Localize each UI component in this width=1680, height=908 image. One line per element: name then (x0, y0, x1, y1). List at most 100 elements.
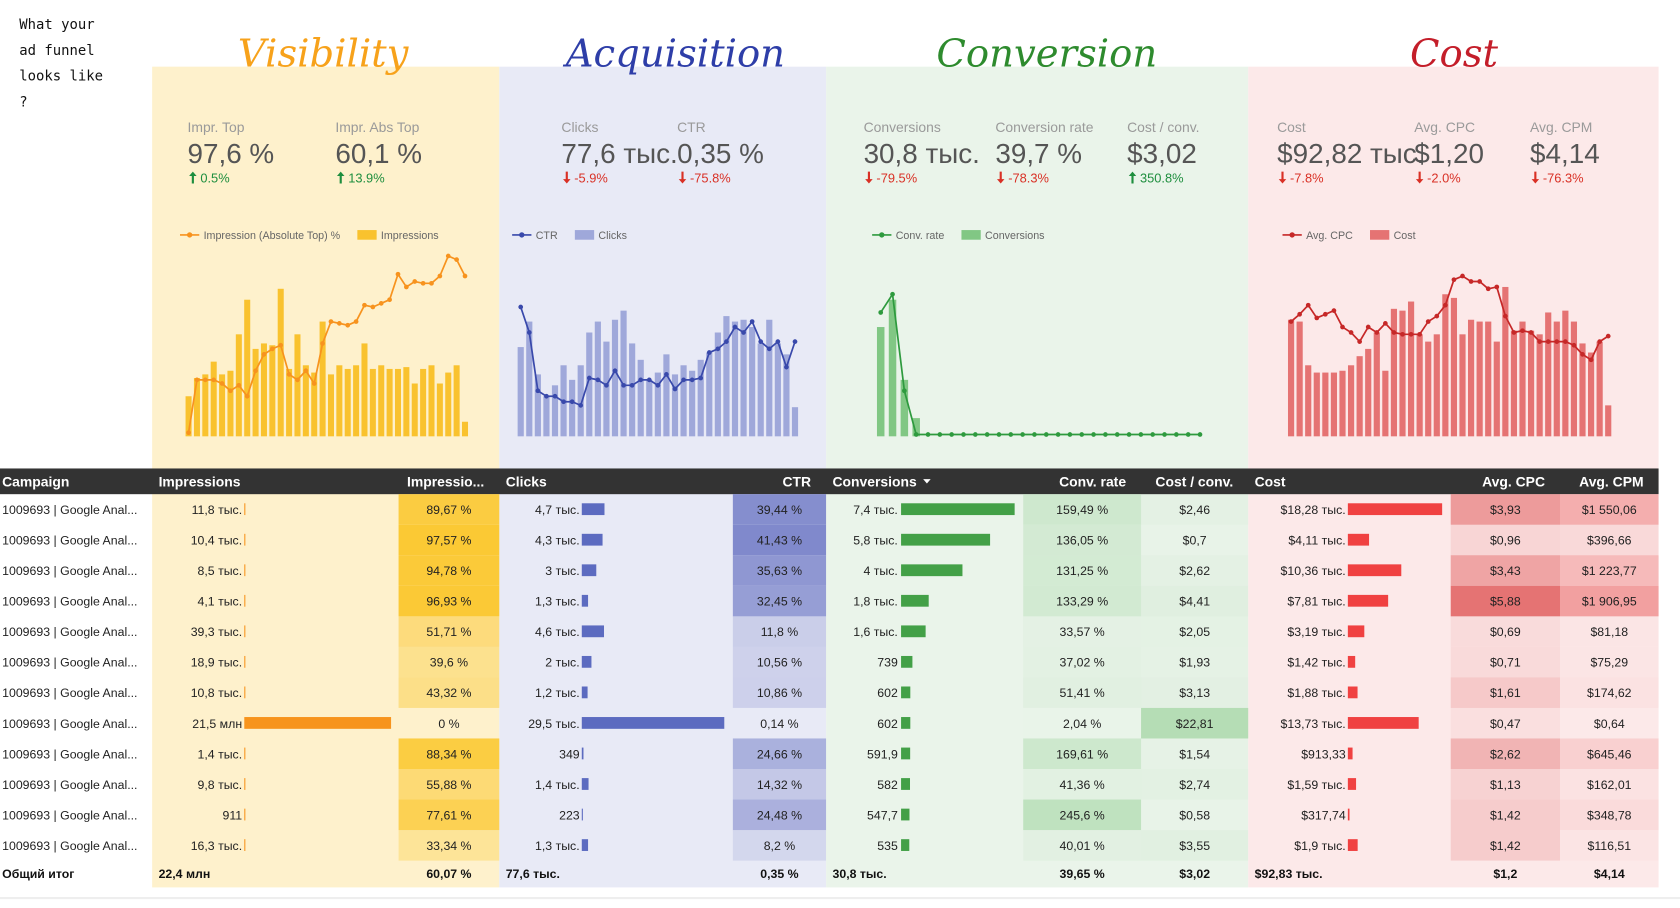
section-title: Conversion (936, 32, 1157, 77)
cell-value: 0 % (438, 717, 459, 731)
heat-cell (1450, 707, 1560, 739)
chart-dot (1162, 432, 1167, 437)
cell-value: $18,28 тыс. (1281, 503, 1346, 517)
total-value: 39,65 % (1060, 867, 1105, 881)
trend-arrow (678, 171, 687, 184)
chart-bar (277, 288, 284, 437)
chart-bar (1570, 321, 1578, 437)
chart-bar (344, 368, 351, 437)
chart-dot (269, 346, 275, 352)
chart-bar (227, 370, 234, 437)
trend-arrow (1531, 171, 1540, 184)
chart-dot (1173, 432, 1179, 437)
chart-dot (621, 382, 626, 388)
kpi-value: 60,1 % (335, 138, 422, 169)
cell-bar (581, 839, 589, 851)
chart-dot (1511, 330, 1517, 335)
chart-dot (655, 382, 661, 388)
heat-cell (1023, 830, 1142, 861)
cell-bar (1347, 717, 1419, 729)
column-header: Impressions (159, 474, 241, 490)
cell-bar (244, 686, 246, 699)
heat-cell (1141, 707, 1249, 739)
cell-bar (581, 717, 725, 729)
chart-bar (900, 379, 909, 437)
heat-cell (1450, 616, 1560, 647)
chart-dot (732, 324, 738, 330)
cell-value: 169,61 % (1056, 747, 1108, 761)
chart-dot (261, 352, 267, 357)
cell-value: $4,11 тыс. (1288, 534, 1345, 548)
cell-bar (1347, 503, 1443, 516)
cell-value: 21,5 млн (192, 717, 242, 731)
chart-dot (1554, 339, 1560, 344)
cell-value: $2,74 (1179, 778, 1210, 792)
cell-value: $0,58 (1179, 808, 1210, 822)
chart-dot (1020, 432, 1025, 437)
total-value: $92,83 тыс. (1255, 867, 1323, 881)
heat-cell (1141, 769, 1249, 800)
cell-value: $2,46 (1179, 503, 1210, 517)
chart-dot (1323, 311, 1328, 317)
total-value: 22,4 млн (159, 867, 211, 881)
chart-dot (1365, 324, 1371, 330)
cell-bar (581, 747, 584, 760)
kpi-label: Conversion rate (995, 119, 1093, 135)
cell-value: 96,93 % (426, 595, 471, 609)
chart-bar (680, 365, 687, 437)
legend-dot (519, 232, 525, 238)
legend-dot (879, 232, 885, 238)
chart-bar (1510, 330, 1518, 437)
kpi-value: 97,6 % (188, 138, 275, 169)
cell-value: 245,6 % (1060, 808, 1105, 822)
chart-bar (577, 365, 584, 437)
cell-value: 133,29 % (1056, 595, 1108, 609)
kpi-label: Conversions (864, 119, 941, 135)
chart-dot (1434, 313, 1440, 319)
chart-bar (586, 332, 593, 437)
chart-dot (278, 342, 284, 348)
chart-bar (1322, 372, 1329, 437)
chart-bar (1527, 330, 1535, 437)
cell-bar (901, 778, 911, 790)
kpi-change: -78.3% (1008, 170, 1049, 185)
total-value: 0,35 % (760, 867, 798, 881)
cell-value: $348,78 (1587, 808, 1632, 822)
chart-bar (876, 327, 885, 437)
cell-value: $116,51 (1587, 839, 1631, 853)
cell-value: 88,34 % (426, 747, 471, 761)
cell-value: $1,59 тыс. (1287, 778, 1345, 792)
cell-value: 223 (559, 808, 580, 822)
kpi-change: -5.9% (574, 170, 608, 185)
kpi-value: 39,7 % (995, 138, 1082, 169)
heat-cell (1023, 524, 1142, 556)
chart-dot (612, 368, 618, 374)
chart-dot (792, 339, 798, 344)
cell-value: 39,44 % (757, 503, 802, 517)
chart-bar (453, 365, 460, 437)
cell-value: 1,8 тыс. (853, 595, 898, 609)
heat-cell (1450, 769, 1560, 800)
cell-bar (901, 564, 963, 577)
chart-bar (1562, 310, 1569, 437)
heat-cell (1023, 616, 1142, 647)
chart-bar (723, 316, 730, 437)
chart-bar (260, 343, 267, 437)
note-line: looks like (19, 69, 103, 85)
chart-bar (689, 370, 696, 437)
cell-value: $3,13 (1179, 686, 1210, 700)
chart-bar (1339, 370, 1346, 437)
campaign-name: 1009693 | Google Anal... (2, 686, 137, 700)
heat-cell (1560, 677, 1659, 708)
cell-bar (581, 625, 605, 638)
chart-dot (345, 322, 351, 328)
chart-dot (1374, 330, 1380, 335)
chart-bar (436, 383, 443, 437)
cell-bar (901, 625, 926, 638)
chart-dot (535, 388, 541, 394)
cell-value: 29,5 тыс. (528, 717, 579, 731)
chart-bar (445, 372, 452, 437)
legend-label: Impression (Absolute Top) % (204, 230, 341, 242)
cell-value: $1,42 (1490, 808, 1521, 822)
